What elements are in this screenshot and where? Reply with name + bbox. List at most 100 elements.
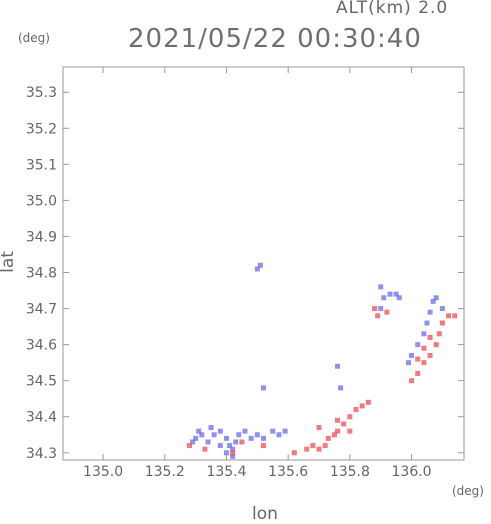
axis-ticks: 135.0 135.2 135.4 135.6 135.8 136.0 34.3 34.4 34…	[26, 67, 464, 480]
approaching-point	[257, 262, 263, 268]
y-tick-label: 34.6	[26, 338, 57, 354]
approaching-point	[227, 443, 233, 449]
y-tick-label: 34.9	[26, 229, 57, 245]
receding-point	[439, 320, 445, 326]
approaching-point	[430, 298, 436, 304]
x-axis-unit: (deg)	[452, 484, 484, 498]
receding-point	[409, 378, 415, 384]
approaching-point	[205, 439, 211, 445]
x-tick-label: 135.8	[330, 464, 370, 480]
approaching-point	[276, 432, 282, 438]
x-tick-label: 135.0	[83, 464, 123, 480]
receding-point	[452, 313, 458, 319]
y-tick-label: 35.2	[26, 121, 57, 137]
receding-point	[230, 450, 236, 456]
approaching-point	[405, 360, 411, 366]
receding-point	[261, 443, 266, 449]
approaching-point	[409, 352, 415, 358]
approaching-point	[261, 435, 266, 441]
receding-point	[341, 421, 347, 427]
approaching-point	[415, 342, 421, 348]
approaching-point	[393, 291, 399, 297]
receding-point	[316, 425, 322, 431]
approaching-point	[230, 453, 236, 459]
receding-point	[322, 443, 328, 449]
receding-point	[202, 446, 208, 452]
receding-point	[415, 356, 421, 362]
approaching-point	[199, 432, 205, 438]
receding-point	[359, 403, 365, 409]
approaching-point	[254, 266, 260, 272]
y-tick-label: 34.4	[26, 410, 57, 426]
receding-point	[310, 443, 316, 449]
plot-frame	[62, 66, 465, 461]
y-tick-label: 34.7	[26, 302, 57, 318]
receding-point	[427, 352, 433, 358]
y-tick-label: 35.3	[26, 85, 57, 101]
receding-point	[427, 334, 433, 340]
approaching-point	[396, 295, 402, 301]
y-tick-label: 34.8	[26, 266, 57, 282]
receding-point	[186, 443, 192, 449]
receding-point	[446, 313, 452, 319]
approaching-point	[378, 284, 384, 290]
approaching-point	[338, 385, 344, 391]
altitude-label: ALT(km) 2.0	[336, 0, 449, 18]
approaching-point	[230, 446, 236, 452]
receding-point	[347, 428, 353, 434]
receding-point	[415, 370, 421, 376]
receding-point	[353, 407, 359, 413]
approaching-point	[270, 428, 276, 434]
receding-point	[335, 417, 341, 423]
approaching-point	[248, 435, 254, 441]
approaching-point	[211, 432, 217, 438]
approaching-point	[196, 428, 202, 434]
approaching-point	[421, 331, 427, 337]
approaching-point	[261, 385, 266, 391]
approaching-point	[387, 291, 393, 297]
receding-point	[291, 450, 297, 456]
approaching-point	[254, 432, 260, 438]
y-tick-label: 34.5	[26, 374, 57, 390]
receding-point	[304, 446, 310, 452]
approaching-point	[223, 435, 229, 441]
receding-point	[331, 432, 337, 438]
x-tick-label: 136.0	[392, 464, 432, 480]
x-tick-label: 135.2	[145, 464, 185, 480]
chart-title-timestamp: 2021/05/22 00:30:40	[128, 24, 422, 54]
x-axis-label: lon	[252, 504, 278, 524]
receding-point	[239, 439, 245, 445]
approaching-point	[223, 450, 229, 456]
approaching-point	[433, 295, 439, 301]
receding-point	[372, 306, 378, 312]
y-tick-label: 35.0	[26, 193, 57, 209]
receding-point	[375, 313, 381, 319]
approaching-point	[335, 363, 341, 369]
approaching-point	[208, 425, 214, 431]
receding-point	[421, 345, 427, 351]
x-tick-label: 135.4	[206, 464, 246, 480]
y-tick-label: 35.1	[26, 157, 57, 173]
receding-point	[436, 331, 442, 337]
approaching-point	[282, 428, 288, 434]
approaching-point	[381, 295, 387, 301]
approaching-point	[242, 428, 248, 434]
approaching-point	[378, 306, 384, 312]
approaching-point	[439, 306, 445, 312]
approaching-point	[427, 309, 433, 315]
approaching-point	[193, 435, 199, 441]
data-points	[186, 262, 458, 459]
receding-point	[384, 309, 390, 315]
approaching-point	[236, 432, 242, 438]
approaching-point	[190, 439, 196, 445]
receding-point	[421, 360, 427, 366]
receding-point	[325, 435, 331, 441]
receding-point	[347, 414, 353, 420]
receding-point	[316, 446, 322, 452]
approaching-point	[217, 428, 223, 434]
y-tick-label: 34.3	[26, 446, 57, 462]
receding-point	[335, 428, 341, 434]
receding-point	[365, 399, 371, 405]
approaching-point	[424, 320, 430, 326]
approaching-point	[217, 443, 223, 449]
